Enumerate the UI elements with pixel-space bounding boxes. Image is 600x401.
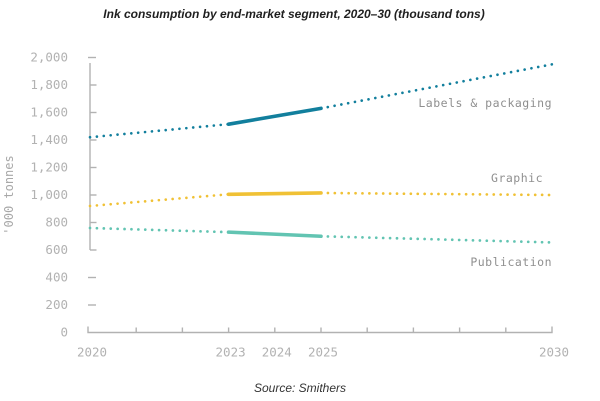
y-tick-label: 800 — [45, 215, 68, 230]
y-tick-label: 0 — [60, 325, 68, 340]
x-tick-label: 2030 — [539, 345, 569, 360]
series-line-graphic-forecast-dotted — [319, 191, 554, 197]
series-line-labels-packaging-solid — [226, 106, 323, 126]
x-tick-label: 2025 — [308, 345, 338, 360]
series-label-labels-packaging: Labels & packaging — [418, 96, 552, 110]
series-label-graphic: Graphic — [491, 171, 543, 185]
y-tick-label: 200 — [45, 297, 68, 312]
x-axis-line — [87, 326, 553, 334]
y-tick-label: 400 — [45, 270, 68, 285]
x-tick-label: 2024 — [262, 345, 292, 360]
chart-title: Ink consumption by end-market segment, 2… — [103, 7, 485, 21]
series-line-publication-forecast-dotted — [88, 226, 230, 234]
x-tick-label: 2023 — [216, 345, 246, 360]
series-line-publication-forecast-dotted — [319, 234, 554, 244]
y-tick-label: 1,600 — [30, 105, 68, 120]
y-tick-label: 1,000 — [30, 187, 68, 202]
series-label-publication: Publication — [470, 255, 552, 269]
series-line-labels-packaging-forecast-dotted — [88, 122, 230, 139]
series-line-graphic-forecast-dotted — [88, 192, 230, 208]
y-tick-label: 1,800 — [30, 77, 68, 92]
series-line-publication-solid — [226, 230, 323, 239]
y-axis-title: '000 tonnes — [2, 155, 16, 234]
y-tick-label: 600 — [45, 242, 68, 257]
series-line-labels-packaging-forecast-dotted — [319, 63, 554, 110]
chart-source: Source: Smithers — [253, 381, 347, 395]
x-tick-label: 2020 — [77, 345, 107, 360]
y-tick-label: 1,200 — [30, 160, 68, 175]
series-line-graphic-solid — [226, 191, 323, 197]
y-tick-label: 2,000 — [30, 50, 68, 65]
y-tick-label: 1,400 — [30, 132, 68, 147]
